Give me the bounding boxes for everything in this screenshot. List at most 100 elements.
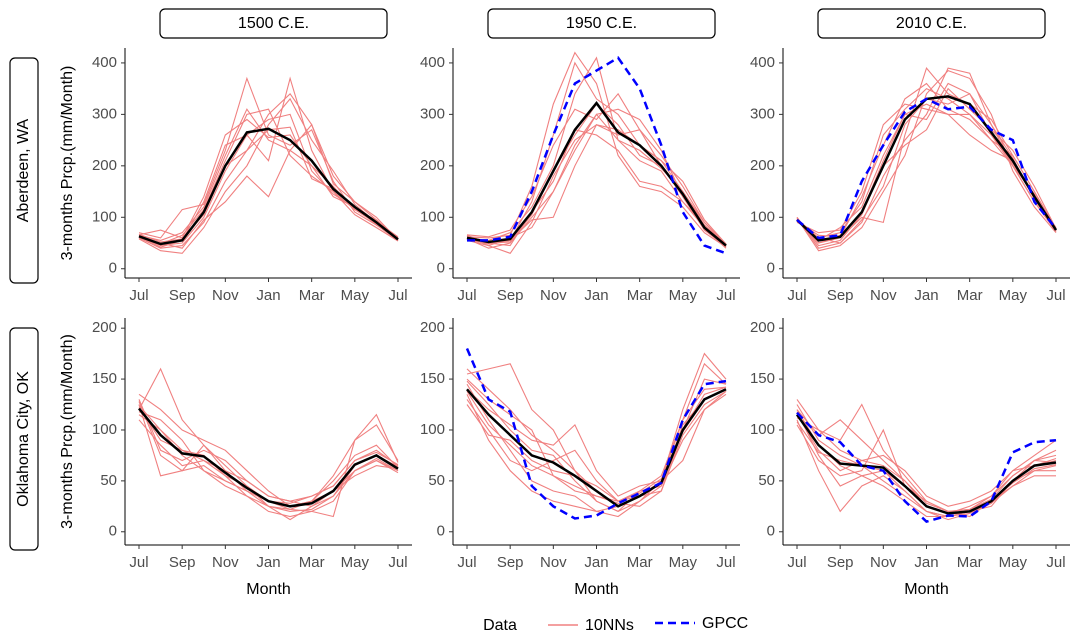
x-tick-label: May <box>669 554 698 571</box>
mean-line <box>795 413 1057 515</box>
column-strip <box>487 8 716 39</box>
y-tick-label: 400 <box>420 54 445 71</box>
y-tick-label: 300 <box>420 105 445 122</box>
nn-line <box>796 399 1057 512</box>
x-tick-label: Jan <box>256 554 280 571</box>
x-tick-label: Sep <box>497 554 524 571</box>
x-tick-label: Sep <box>827 287 854 304</box>
nn-line <box>138 126 399 243</box>
y-tick-label: 0 <box>767 260 775 277</box>
x-tick-label: Nov <box>870 287 897 304</box>
y-tick-label: 50 <box>100 472 117 489</box>
nn-line <box>138 367 399 512</box>
y-tick-label: 0 <box>437 523 445 540</box>
nn-line <box>466 113 727 247</box>
y-tick-label: 0 <box>109 260 117 277</box>
row-strip <box>9 327 39 551</box>
nn-line <box>138 76 399 247</box>
x-tick-label: May <box>999 554 1028 571</box>
mean-line <box>796 95 1058 242</box>
x-tick-label: Jul <box>388 554 407 571</box>
gpcc-line <box>467 56 727 255</box>
x-tick-label: Jul <box>1046 287 1065 304</box>
nn-line <box>796 69 1057 252</box>
y-tick-label: 0 <box>437 260 445 277</box>
column-strip-label: 1950 C.E. <box>566 15 637 32</box>
legend-label: GPCC <box>702 615 748 632</box>
nn-line <box>138 97 399 254</box>
nn-line <box>796 414 1057 507</box>
x-tick-label: Jul <box>457 554 476 571</box>
x-tick-label: Jan <box>584 287 608 304</box>
nn-line <box>466 362 727 513</box>
x-tick-label: Jul <box>716 554 735 571</box>
y-tick-label: 50 <box>758 472 775 489</box>
nn-line <box>466 124 727 245</box>
nn-line <box>466 390 727 502</box>
x-tick-label: Mar <box>299 287 325 304</box>
nn-line <box>138 123 399 249</box>
gpcc-line <box>796 411 1057 523</box>
y-tick-label: 300 <box>750 105 775 122</box>
x-tick-label: Jul <box>457 287 476 304</box>
row-strip <box>9 57 39 284</box>
nn-line <box>466 108 727 249</box>
nn-line <box>138 405 399 502</box>
x-tick-label: Jan <box>914 287 938 304</box>
x-tick-label: Mar <box>627 287 653 304</box>
y-tick-label: 300 <box>92 105 117 122</box>
y-tick-label: 150 <box>750 370 775 387</box>
x-tick-label: Sep <box>169 554 196 571</box>
x-tick-label: Mar <box>957 554 983 571</box>
mean-line <box>138 407 399 508</box>
row-strip-label: Oklahoma City, OK <box>15 371 32 507</box>
nn-line <box>138 76 399 241</box>
x-tick-label: Sep <box>169 287 196 304</box>
nn-line <box>138 108 399 245</box>
x-tick-label: May <box>999 287 1028 304</box>
nn-line <box>138 118 399 239</box>
x-tick-label: Mar <box>957 287 983 304</box>
x-tick-label: May <box>669 287 698 304</box>
y-tick-label: 100 <box>420 208 445 225</box>
column-strip <box>817 8 1046 39</box>
nn-line <box>466 390 727 502</box>
nn-line <box>796 82 1057 238</box>
x-tick-label: Jul <box>787 287 806 304</box>
x-tick-label: Nov <box>212 287 239 304</box>
column-strip-label: 2010 C.E. <box>896 15 967 32</box>
y-tick-label: 100 <box>92 421 117 438</box>
y-tick-label: 200 <box>420 157 445 174</box>
y-tick-label: 100 <box>750 208 775 225</box>
column-strip-label: 1500 C.E. <box>238 15 309 32</box>
y-tick-label: 100 <box>420 421 445 438</box>
column-strip <box>159 8 388 39</box>
x-tick-label: May <box>341 554 370 571</box>
mean-line <box>466 101 727 247</box>
x-tick-label: Nov <box>212 554 239 571</box>
legend-title: Data <box>483 617 517 634</box>
x-tick-label: Jan <box>584 554 608 571</box>
y-tick-label: 200 <box>420 319 445 336</box>
gpcc-line <box>796 97 1057 240</box>
x-tick-label: Mar <box>627 554 653 571</box>
gpcc-line <box>465 348 727 520</box>
x-tick-label: Sep <box>827 554 854 571</box>
x-tick-label: Nov <box>540 554 567 571</box>
mean-line <box>466 388 727 508</box>
x-tick-label: Jul <box>388 287 407 304</box>
y-tick-label: 100 <box>92 208 117 225</box>
row-strip-label: Aberdeen, WA <box>15 118 32 222</box>
x-tick-label: Mar <box>299 554 325 571</box>
x-tick-label: May <box>341 287 370 304</box>
y-tick-label: 0 <box>767 523 775 540</box>
y-tick-label: 200 <box>92 319 117 336</box>
x-tick-label: Jan <box>914 554 938 571</box>
x-tick-label: Sep <box>497 287 524 304</box>
x-tick-label: Jan <box>256 287 280 304</box>
y-axis-title: 3-months Prcp.(mm/Month) <box>59 66 76 261</box>
y-tick-label: 400 <box>750 54 775 71</box>
x-axis-title: Month <box>574 581 618 598</box>
x-axis-title: Month <box>246 581 290 598</box>
y-tick-label: 200 <box>92 157 117 174</box>
